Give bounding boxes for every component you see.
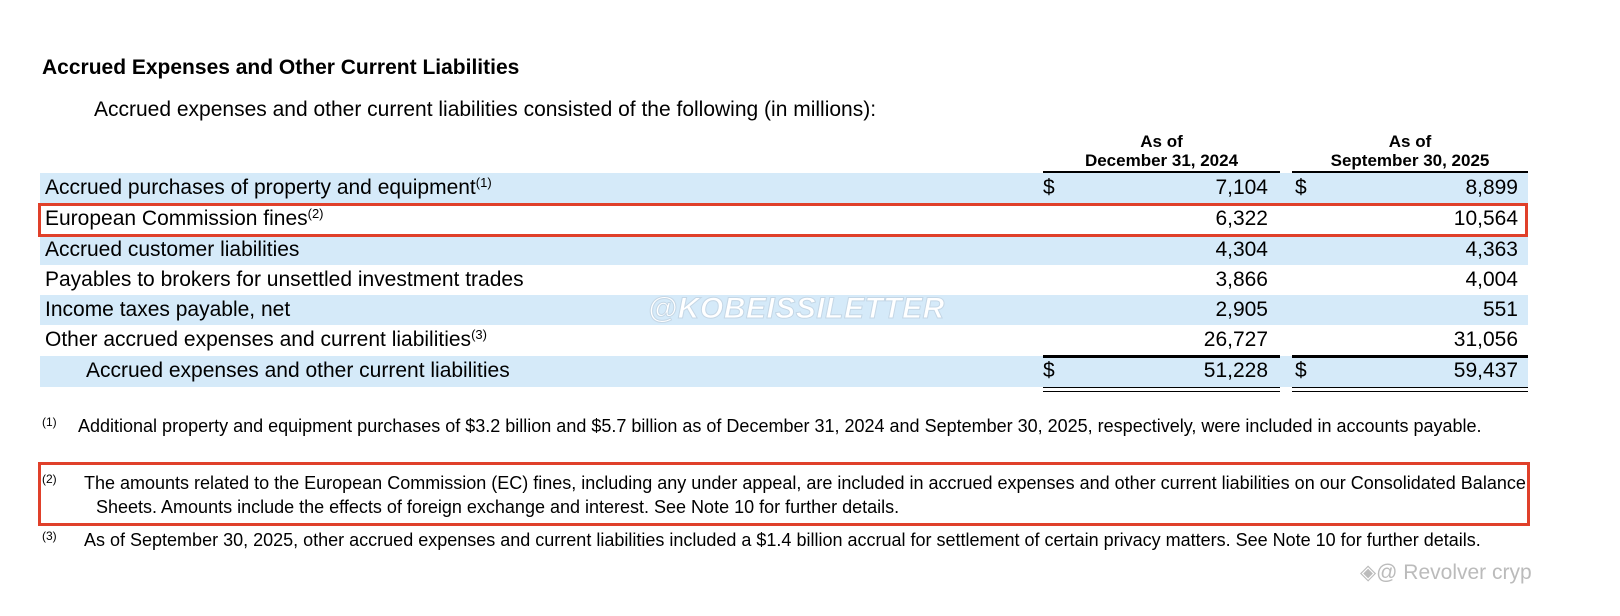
row-label-text: Accrued customer liabilities xyxy=(45,238,300,261)
footnote-3: (3) As of September 30, 2025, other accr… xyxy=(42,528,1532,552)
value-2025: 59,437 xyxy=(1453,359,1518,382)
row-label: Accrued purchases of property and equipm… xyxy=(45,173,492,203)
footnote-ref: (2) xyxy=(307,206,324,221)
subtotal-line xyxy=(1292,355,1528,358)
column-header-line: As of xyxy=(1140,132,1183,151)
currency-symbol: $ xyxy=(1295,359,1307,382)
footnote-text: As of September 30, 2025, other accrued … xyxy=(84,530,1481,550)
watermark: @KOBEISSILETTER xyxy=(648,292,945,326)
row-label: Accrued expenses and other current liabi… xyxy=(86,356,510,386)
row-label-text: Other accrued expenses and current liabi… xyxy=(45,328,472,351)
value-2024: 7,104 xyxy=(1215,176,1268,199)
header-underline xyxy=(1043,171,1280,173)
column-header-line: December 31, 2024 xyxy=(1084,151,1239,170)
value-2024: 26,727 xyxy=(1203,328,1268,351)
value-2025: 8,899 xyxy=(1465,176,1518,199)
table-row: Accrued expenses and other current liabi… xyxy=(40,356,1528,387)
row-label: Income taxes payable, net xyxy=(45,295,290,325)
footnote-ref: (3) xyxy=(471,327,487,342)
footnote-ref: (1) xyxy=(475,175,492,190)
footnote-text: The amounts related to the European Comm… xyxy=(84,473,1526,517)
row-label: Accrued customer liabilities xyxy=(45,235,299,265)
value-2025: 551 xyxy=(1482,298,1518,321)
row-label-text: Income taxes payable, net xyxy=(45,298,291,321)
value-2025: 31,056 xyxy=(1453,328,1518,351)
currency-symbol: $ xyxy=(1295,176,1307,199)
table-row: Payables to brokers for unsettled invest… xyxy=(40,265,1528,295)
footnote-number: (1) xyxy=(42,415,57,429)
value-2025: 4,363 xyxy=(1465,238,1518,261)
footnote-number: (3) xyxy=(42,529,57,543)
column-header-line: As of xyxy=(1388,132,1432,151)
value-2024: 4,304 xyxy=(1215,238,1268,261)
column-header-2024: As of December 31, 2024 xyxy=(1043,132,1280,170)
column-header-line: September 30, 2025 xyxy=(1330,151,1490,170)
value-2024: 2,905 xyxy=(1215,298,1268,321)
value-2024: 6,322 xyxy=(1215,207,1268,230)
row-label-text: Payables to brokers for unsettled invest… xyxy=(45,268,524,291)
currency-symbol: $ xyxy=(1043,176,1055,199)
currency-symbol: $ xyxy=(1043,359,1055,382)
value-2025: 10,564 xyxy=(1453,207,1518,230)
highlight-box-ec-fines xyxy=(38,203,1528,237)
footnote-text: Additional property and equipment purcha… xyxy=(78,416,1482,436)
total-double-line xyxy=(1292,387,1528,392)
table-row: Other accrued expenses and current liabi… xyxy=(40,325,1528,355)
total-double-line xyxy=(1043,387,1280,392)
footnote-1: (1) Additional property and equipment pu… xyxy=(42,414,1532,438)
value-2024: 51,228 xyxy=(1203,359,1268,382)
value-2024: 3,866 xyxy=(1215,268,1268,291)
row-label: European Commission fines(2) xyxy=(45,204,324,234)
column-header-2025: As of September 30, 2025 xyxy=(1292,132,1528,170)
watermark-text: @ Revolver cryp xyxy=(1376,561,1532,584)
intro-text: Accrued expenses and other current liabi… xyxy=(94,98,877,121)
footnote-2: (2) The amounts related to the European … xyxy=(42,471,1532,519)
row-label: Payables to brokers for unsettled invest… xyxy=(45,265,524,295)
diamond-logo-icon: ◈ xyxy=(1360,561,1377,584)
watermark-revolver: ◈@ Revolver cryp xyxy=(1360,560,1532,585)
highlight-box-footnote-2 xyxy=(38,462,1530,526)
subtotal-line xyxy=(1043,355,1280,358)
footnote-number: (2) xyxy=(42,472,57,486)
row-label: Other accrued expenses and current liabi… xyxy=(45,325,487,355)
row-label-text: European Commission fines xyxy=(45,207,308,230)
value-2025: 4,004 xyxy=(1465,268,1518,291)
header-underline xyxy=(1292,171,1528,173)
row-label-text: Accrued purchases of property and equipm… xyxy=(45,176,476,199)
table-row: Income taxes payable, net 2,905 551 xyxy=(40,295,1528,325)
table-row: European Commission fines(2) 6,322 10,56… xyxy=(40,204,1528,234)
section-heading: Accrued Expenses and Other Current Liabi… xyxy=(42,56,520,79)
table-row: Accrued customer liabilities 4,304 4,363 xyxy=(40,235,1528,265)
table-row: Accrued purchases of property and equipm… xyxy=(40,173,1528,203)
row-label-text: Accrued expenses and other current liabi… xyxy=(86,359,510,382)
